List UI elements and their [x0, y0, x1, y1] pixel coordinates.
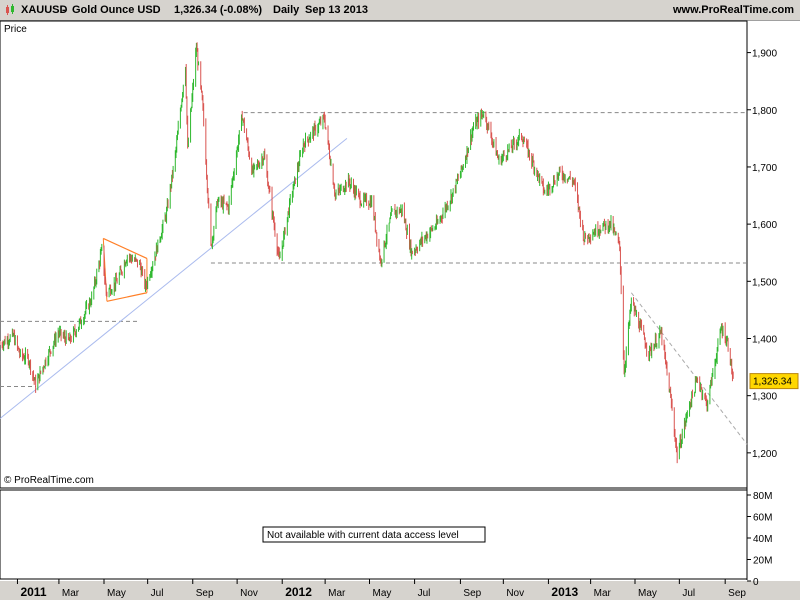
x-tick-label: Sep [196, 588, 214, 599]
triangle-lower-line [106, 292, 148, 302]
current-price-tag-box [749, 373, 799, 390]
x-tick-label: Mar [62, 588, 80, 599]
horizontal-levels [0, 112, 747, 388]
x-tick-label: May [638, 588, 657, 599]
y-tick-label: 1,300 [752, 392, 777, 403]
x-tick-label: May [372, 588, 391, 599]
date-label: Sep 13 2013 [305, 4, 368, 16]
candlestick-icon [4, 4, 16, 19]
volume-tick-label: 60M [753, 513, 772, 524]
volume-tick-label: 0 [753, 577, 759, 588]
x-axis-bar [0, 581, 800, 600]
quote-label: 1,326.34 (-0.08%) [174, 4, 263, 16]
x-axis-ticks: 2011 Mar May Jul Sep Nov 2012 Mar May Jul Sep Nov 20… [16, 579, 746, 599]
x-tick-label: Jul [682, 588, 695, 599]
x-tick-label: 2012 [285, 585, 312, 599]
title-bar: XAUUSD - Gold Ounce USD 1,326.34 (-0.08%… [0, 0, 800, 21]
x-tick-label: Nov [506, 588, 524, 599]
separator: - [62, 4, 66, 16]
x-tick-label: May [107, 588, 126, 599]
y-tick-label: 1,700 [752, 163, 777, 174]
symbol-label: XAUUSD [21, 4, 68, 16]
y-axis-ticks: 1,900 1,800 1,700 1,600 1,500 1,400 1,300 1,200 [747, 49, 777, 460]
volume-tick-label: 20M [753, 556, 772, 567]
site-label: www.ProRealTime.com [672, 4, 794, 16]
volume-tick-label: 40M [753, 534, 772, 545]
x-tick-label: Sep [728, 588, 746, 599]
x-tick-label: 2011 [20, 585, 46, 599]
volume-message-box: Not available with current data access l… [262, 526, 486, 543]
instrument-label: Gold Ounce USD [72, 4, 161, 16]
price-panel [0, 20, 748, 489]
x-tick-label: Mar [594, 588, 612, 599]
price-series [0, 42, 734, 464]
volume-tick-label: 80M [753, 491, 772, 502]
y-tick-label: 1,500 [752, 277, 777, 288]
volume-message-frame [262, 526, 486, 543]
triangle-upper-line [103, 237, 148, 259]
current-price-value: 1,326.34 [753, 377, 792, 388]
y-tick-label: 1,800 [752, 106, 777, 117]
volume-axis-ticks: 80M 60M 40M 20M 0 [747, 491, 772, 588]
y-tick-label: 1,400 [752, 334, 777, 345]
x-tick-label: Nov [240, 588, 258, 599]
x-tick-label: Jul [418, 588, 431, 599]
volume-message: Not available with current data access l… [267, 530, 459, 541]
price-axis-label: Price [4, 24, 27, 35]
current-price-tag: 1,326.34 [749, 373, 799, 390]
x-tick-label: Jul [151, 588, 164, 599]
support-trendline [0, 137, 348, 419]
watermark: © ProRealTime.com [4, 475, 94, 486]
y-tick-label: 1,900 [752, 49, 777, 60]
x-tick-label: Mar [328, 588, 346, 599]
resistance-trendline [630, 292, 748, 445]
period-label: Daily [273, 4, 300, 16]
y-tick-label: 1,200 [752, 449, 777, 460]
y-tick-label: 1,600 [752, 220, 777, 231]
x-tick-label: 2013 [551, 585, 578, 599]
x-tick-label: Sep [463, 588, 481, 599]
